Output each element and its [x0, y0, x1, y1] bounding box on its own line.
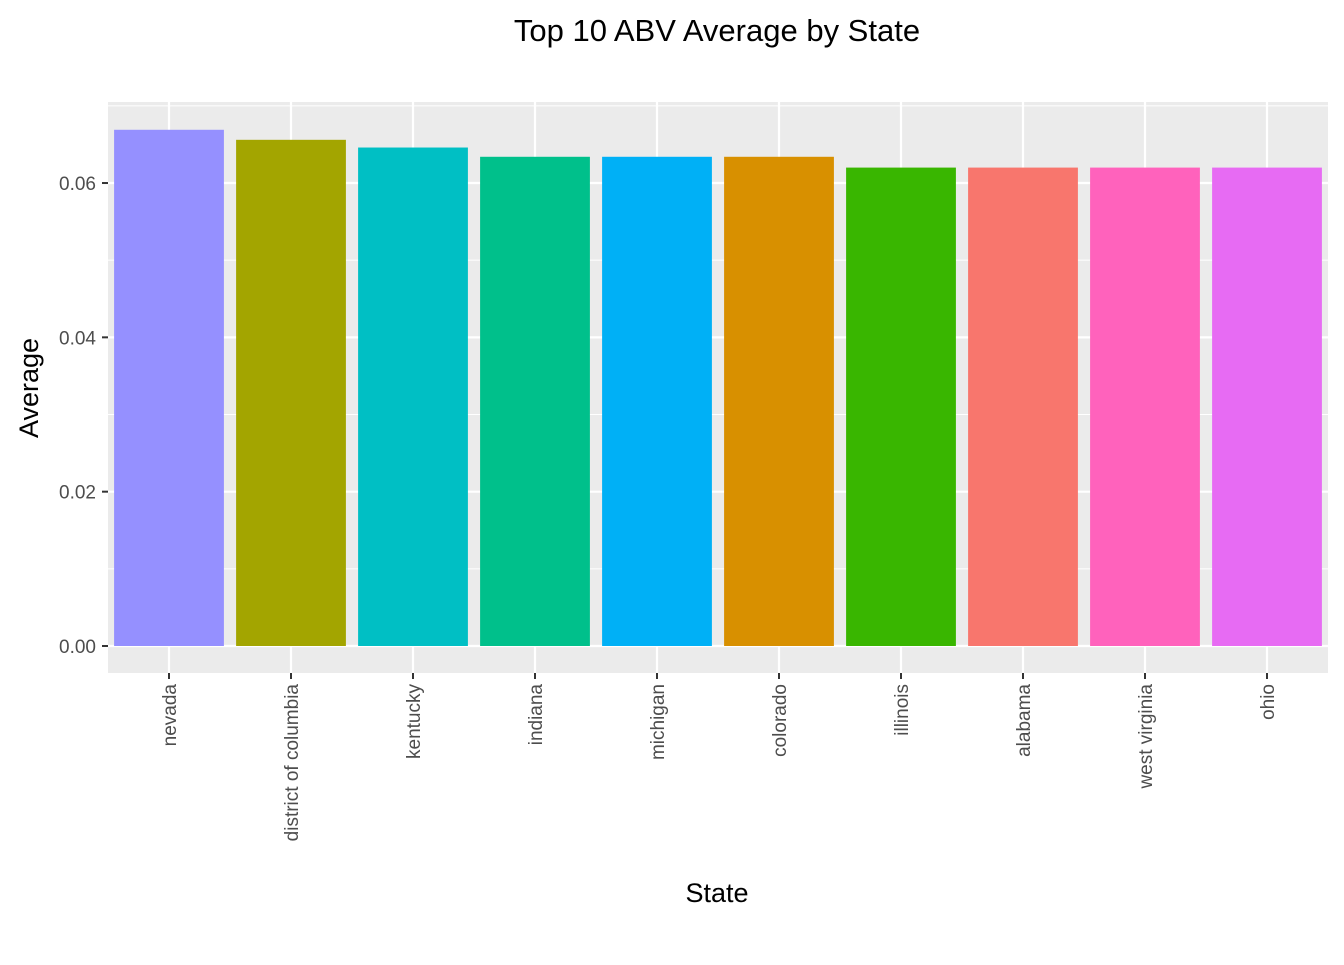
- x-axis-title: State: [685, 878, 748, 908]
- y-tick-label: 0.00: [59, 637, 96, 658]
- y-tick-label: 0.06: [59, 174, 96, 195]
- x-axis: nevada district of columbia kentucky indian…: [160, 673, 1279, 841]
- bars: [114, 129, 1322, 646]
- x-tick-label: district of columbia: [282, 684, 303, 842]
- x-tick-label: nevada: [160, 684, 181, 747]
- bar-illinois: [846, 167, 956, 646]
- y-tick-label: 0.04: [59, 328, 96, 349]
- bar-indiana: [480, 156, 590, 646]
- chart-title: Top 10 ABV Average by State: [514, 13, 920, 48]
- bar-west-virginia: [1090, 167, 1200, 646]
- x-tick-label: kentucky: [404, 684, 425, 759]
- bar-ohio: [1212, 167, 1322, 646]
- x-tick-label: indiana: [526, 684, 547, 746]
- bar-district-of-columbia: [236, 139, 346, 646]
- x-tick-label: michigan: [648, 684, 669, 760]
- y-axis: 0.00 0.02 0.04 0.06: [59, 174, 108, 658]
- x-tick-label: west virginia: [1136, 684, 1157, 790]
- y-axis-title: Average: [14, 338, 44, 438]
- bar-colorado: [724, 156, 834, 646]
- x-tick-label: illinois: [892, 684, 913, 736]
- bar-michigan: [602, 156, 712, 646]
- bar-kentucky: [358, 147, 468, 646]
- bar-nevada: [114, 129, 224, 646]
- bar-alabama: [968, 167, 1078, 646]
- y-tick-label: 0.02: [59, 483, 96, 504]
- x-tick-label: colorado: [770, 684, 791, 757]
- x-tick-label: alabama: [1014, 684, 1035, 757]
- x-tick-label: ohio: [1258, 684, 1279, 720]
